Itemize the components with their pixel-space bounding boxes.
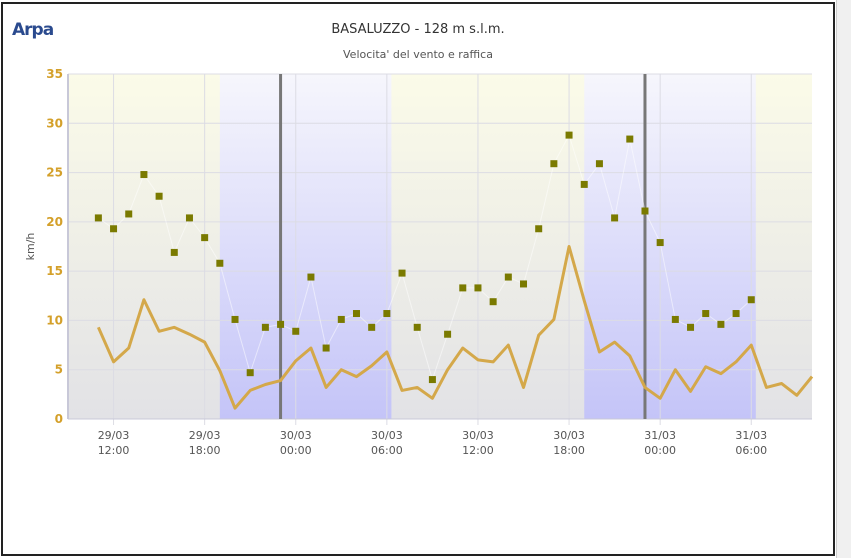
gust-connector-line — [98, 133, 752, 382]
gust-point — [747, 296, 755, 304]
gust-point — [702, 310, 710, 318]
gust-point — [580, 180, 588, 188]
gust-point — [535, 225, 543, 233]
x-tick-date: 31/03 — [644, 429, 676, 442]
gust-point — [125, 210, 133, 218]
x-tick-date: 30/03 — [280, 429, 312, 442]
y-tick-label: 5 — [55, 363, 63, 377]
gust-point — [444, 330, 452, 338]
gust-point — [155, 192, 163, 200]
y-tick-label: 0 — [55, 412, 63, 426]
gust-point — [398, 269, 406, 277]
x-tick-time: 00:00 — [644, 444, 676, 457]
gust-point — [292, 327, 300, 335]
gust-point — [337, 315, 345, 323]
y-tick-label: 35 — [46, 67, 63, 81]
gust-point — [216, 259, 224, 267]
x-tick-time: 00:00 — [280, 444, 312, 457]
gust-point — [550, 160, 558, 168]
x-tick-date: 30/03 — [462, 429, 494, 442]
scrollbar[interactable] — [836, 0, 851, 558]
gust-point — [170, 248, 178, 256]
gust-point — [383, 310, 391, 318]
x-tick-date: 30/03 — [371, 429, 403, 442]
gust-point — [717, 320, 725, 328]
gust-point — [626, 135, 634, 143]
gust-point — [732, 310, 740, 318]
gust-point — [231, 315, 239, 323]
x-tick-time: 12:00 — [462, 444, 494, 457]
gust-point — [671, 315, 679, 323]
gust-point — [352, 310, 360, 318]
gust-point — [565, 131, 573, 139]
y-tick-label: 15 — [46, 264, 63, 278]
gust-point — [185, 214, 193, 222]
gust-point — [687, 323, 695, 331]
x-tick-time: 06:00 — [371, 444, 403, 457]
gust-point — [641, 207, 649, 215]
gust-point — [277, 320, 285, 328]
x-tick-date: 29/03 — [98, 429, 130, 442]
gust-point — [428, 376, 436, 384]
x-tick-date: 30/03 — [553, 429, 585, 442]
gust-point — [110, 225, 118, 233]
gust-point — [201, 234, 209, 242]
gust-point — [246, 369, 254, 377]
night-band — [584, 74, 756, 419]
y-tick-label: 30 — [46, 116, 63, 130]
gust-point — [656, 239, 664, 247]
gust-point — [261, 323, 269, 331]
y-axis-label: km/h — [24, 233, 37, 261]
y-tick-label: 20 — [46, 215, 63, 229]
x-tick-time: 06:00 — [735, 444, 767, 457]
gust-point — [459, 284, 467, 292]
chart-title: BASALUZZO - 128 m s.l.m. — [331, 22, 505, 37]
y-tick-label: 25 — [46, 166, 63, 180]
gust-point — [413, 323, 421, 331]
gust-point — [504, 273, 512, 281]
chart-subtitle: Velocita' del vento e raffica — [343, 48, 493, 61]
x-tick-time: 18:00 — [189, 444, 221, 457]
gust-point — [611, 214, 619, 222]
x-tick-time: 12:00 — [98, 444, 130, 457]
gust-point — [94, 214, 102, 222]
y-tick-label: 10 — [46, 313, 63, 327]
gust-point — [489, 298, 497, 306]
gust-point — [595, 160, 603, 168]
x-tick-date: 31/03 — [735, 429, 767, 442]
wind-speed-line — [96, 245, 814, 410]
gust-point — [322, 344, 330, 352]
x-tick-time: 18:00 — [553, 444, 585, 457]
x-tick-date: 29/03 — [189, 429, 221, 442]
gust-point — [474, 284, 482, 292]
arpa-logo: Arpa — [12, 20, 54, 40]
gust-point — [368, 323, 376, 331]
gust-point — [140, 171, 148, 179]
gust-point — [520, 280, 528, 288]
gust-point — [307, 273, 315, 281]
night-band — [219, 74, 392, 419]
